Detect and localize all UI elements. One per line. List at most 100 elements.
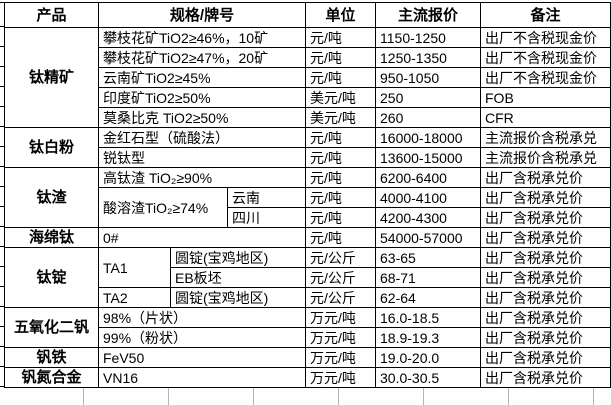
- gridline-remnant: [0, 326, 5, 327]
- unit-cell: 元/吨: [305, 227, 376, 248]
- product-cell: 五氧化二钒: [4, 307, 99, 348]
- unit-cell: 万元/吨: [305, 367, 376, 388]
- price-cell: 260: [375, 107, 481, 128]
- gridline-remnant: [0, 346, 5, 347]
- gridline-remnant: [0, 306, 5, 307]
- gridline-remnant: [0, 266, 5, 267]
- product-cell: 钒铁: [4, 347, 99, 368]
- product-cell: 钛锭: [4, 247, 99, 308]
- gridline-remnant: [0, 366, 5, 367]
- remark-cell: 出厂含税承兑价: [480, 187, 611, 208]
- unit-cell: 万元/吨: [305, 307, 376, 328]
- price-cell: 16000-18000: [375, 127, 481, 148]
- table-row: 99%（粉状） 万元/吨 18.9-19.3 出厂含税承兑价: [5, 327, 611, 348]
- table-row: 钛精矿 攀枝花矿TiO2≥46%，10矿 元/吨 1150-1250 出厂不含税…: [4, 27, 611, 128]
- spec-cell: 莫桑比克 TiO2≥50%: [98, 107, 306, 128]
- unit-cell: 元/吨: [305, 27, 376, 48]
- remark-cell: 出厂不含税现金价: [480, 27, 611, 48]
- spec-cell: 印度矿TiO2≥50%: [98, 87, 306, 108]
- gridline-remnant: [0, 46, 5, 47]
- grade-cell: TA1: [98, 247, 171, 288]
- price-cell: 19.0-20.0: [375, 347, 481, 368]
- gridline-remnant: [0, 2, 5, 3]
- unit-cell: 元/吨: [305, 47, 376, 68]
- table-row: 锐钛型 元/吨 13600-15000 主流报价含税承兑: [5, 147, 611, 168]
- unit-cell: 元/吨: [305, 147, 376, 168]
- table-row: 钛渣 高钛渣 TiO₂≥90% 元/吨 6200-6400 出厂含税承兑价: [4, 167, 611, 228]
- form-cell: EB板坯: [170, 267, 306, 288]
- product-cell: 钛渣: [4, 167, 99, 228]
- unit-cell: 元/公斤: [305, 247, 376, 268]
- product-cell: 钒氮合金: [4, 367, 99, 388]
- remark-cell: FOB: [480, 87, 611, 108]
- gridline-remnant: [0, 226, 5, 227]
- table-row: 钒铁 FeV50 万元/吨 19.0-20.0 出厂含税承兑价: [4, 347, 611, 368]
- spec-cell: 酸溶渣TiO₂≥74%: [98, 187, 228, 228]
- gridline-remnant: [508, 388, 509, 405]
- remark-cell: CFR: [480, 107, 611, 128]
- gridline-remnant: [593, 388, 594, 405]
- price-cell: 54000-57000: [375, 227, 481, 248]
- product-cell: 海绵钛: [4, 227, 99, 248]
- gridline-remnant: [168, 388, 169, 405]
- spec-cell: 攀枝花矿TiO2≥47%，20矿: [98, 47, 306, 68]
- gridline-remnant: [0, 146, 5, 147]
- spec-cell: 云南矿TiO2≥45%: [98, 67, 306, 88]
- table-row: 钒氮合金 VN16 万元/吨 30.0-30.5 出厂含税承兑价: [4, 367, 611, 388]
- form-cell: 圆锭(宝鸡地区): [170, 287, 306, 308]
- gridline-remnant: [0, 66, 5, 67]
- price-cell: 68-71: [375, 267, 481, 288]
- remark-cell: 出厂不含税现金价: [480, 67, 611, 88]
- gridline-remnant: [0, 206, 5, 207]
- spec-cell: 攀枝花矿TiO2≥46%，10矿: [98, 27, 306, 48]
- product-cell: 钛白粉: [4, 127, 99, 168]
- gridline-remnant: [253, 388, 254, 405]
- price-cell: 6200-6400: [375, 167, 481, 188]
- gridline-remnant: [0, 26, 5, 27]
- remark-cell: 出厂含税承兑价: [480, 307, 611, 328]
- spec-cell: 98%（片状）: [98, 307, 306, 328]
- price-cell: 16.0-18.5: [375, 307, 481, 328]
- price-cell: 63-65: [375, 247, 481, 268]
- gridline-remnant: [338, 388, 339, 405]
- gridline-remnant: [0, 166, 5, 167]
- remark-cell: 出厂不含税现金价: [480, 47, 611, 68]
- table-row: 攀枝花矿TiO2≥47%，20矿 元/吨 1250-1350 出厂不含税现金价: [5, 47, 611, 68]
- spec-cell: 金红石型（硫酸法）: [98, 127, 306, 148]
- header-remark: 备注: [480, 2, 611, 28]
- table-row: 五氧化二钒 98%（片状） 万元/吨 16.0-18.5 出厂含税承兑价: [4, 307, 611, 348]
- spec-cell: 99%（粉状）: [98, 327, 306, 348]
- unit-cell: 美元/吨: [305, 107, 376, 128]
- unit-cell: 元/公斤: [305, 287, 376, 308]
- unit-cell: 美元/吨: [305, 87, 376, 108]
- gridline-remnant: [0, 286, 5, 287]
- region-cell: 四川: [227, 207, 306, 228]
- gridline-remnant: [0, 246, 5, 247]
- gridline-remnant: [0, 126, 5, 127]
- remark-cell: 出厂含税承兑价: [480, 207, 611, 228]
- remark-cell: 主流报价含税承兑: [480, 147, 611, 168]
- header-row: 产品 规格/牌号 单位 主流报价 备注: [4, 2, 611, 28]
- grade-cell: TA2: [98, 287, 171, 308]
- price-cell: 250: [375, 87, 481, 108]
- unit-cell: 万元/吨: [305, 327, 376, 348]
- price-cell: 62-64: [375, 287, 481, 308]
- unit-cell: 元/吨: [305, 67, 376, 88]
- spec-cell: 0#: [98, 227, 306, 248]
- price-cell: 4000-4100: [375, 187, 481, 208]
- price-cell: 4200-4300: [375, 207, 481, 228]
- spec-cell: 锐钛型: [98, 147, 306, 168]
- price-cell: 1250-1350: [375, 47, 481, 68]
- table-row: 海绵钛 0# 元/吨 54000-57000 出厂含税承兑价: [4, 227, 611, 248]
- unit-cell: 元/公斤: [305, 267, 376, 288]
- gridline-remnant: [423, 388, 424, 405]
- table-row: 莫桑比克 TiO2≥50% 美元/吨 260 CFR: [5, 107, 611, 128]
- gridline-remnant: [83, 388, 84, 405]
- price-cell: 1150-1250: [375, 27, 481, 48]
- header-product: 产品: [4, 2, 99, 28]
- remark-cell: 出厂含税承兑价: [480, 327, 611, 348]
- remark-cell: 出厂含税承兑价: [480, 287, 611, 308]
- form-cell: 圆锭(宝鸡地区): [170, 247, 306, 268]
- price-cell: 950-1050: [375, 67, 481, 88]
